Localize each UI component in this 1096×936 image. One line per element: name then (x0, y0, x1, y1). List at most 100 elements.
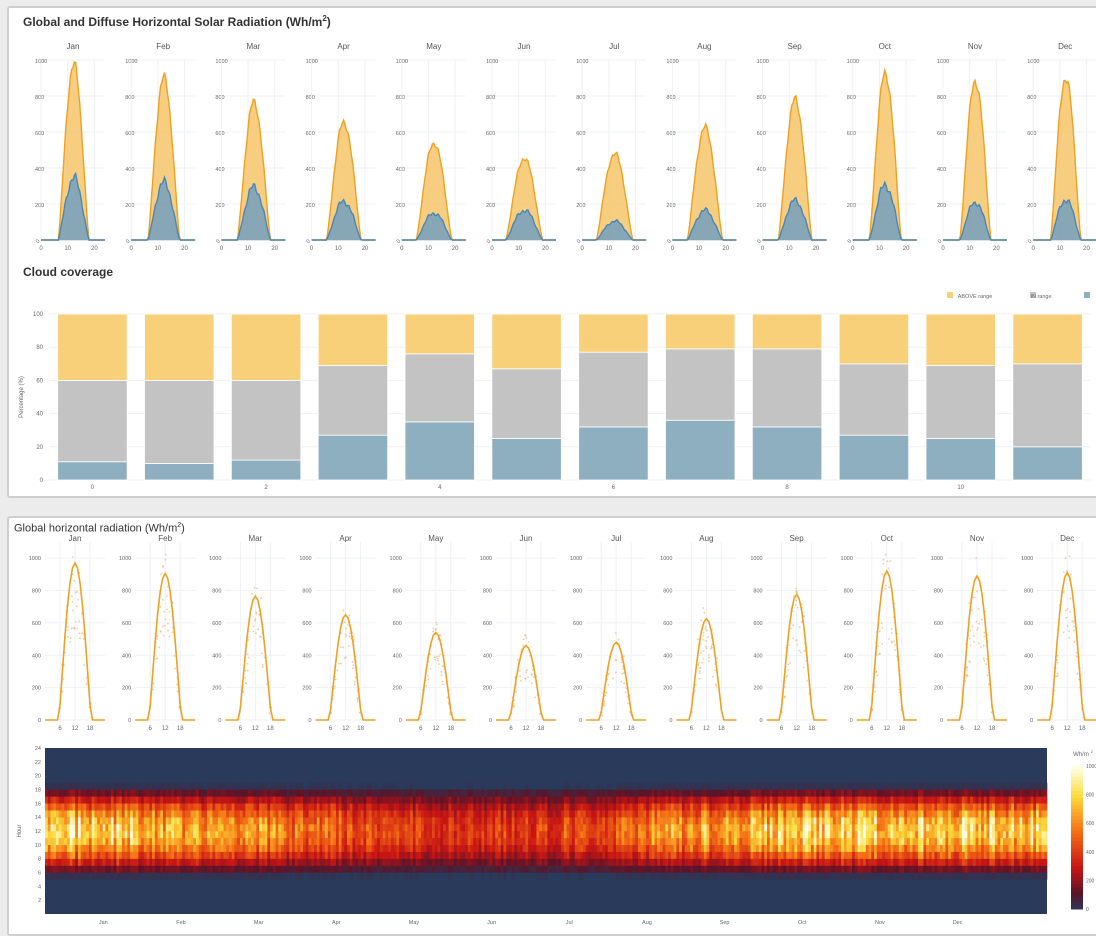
heat-cell (130, 790, 133, 797)
heat-cell (517, 803, 520, 810)
heat-cell (278, 803, 281, 810)
heat-cell (594, 831, 597, 838)
heat-cell (111, 838, 114, 845)
x-tick-label: 10 (606, 246, 613, 252)
heat-cell (130, 803, 133, 810)
heat-cell (374, 852, 377, 859)
heat-cell (158, 796, 161, 803)
heat-cell (136, 783, 139, 790)
heat-cell (347, 803, 350, 810)
month-label: Oct (881, 534, 894, 543)
heat-cell (53, 866, 56, 873)
heat-cell (361, 866, 364, 873)
data-dot (969, 638, 971, 640)
heat-cell (745, 803, 748, 810)
x-tick-label: 6 (600, 726, 604, 732)
data-dot (173, 655, 175, 657)
heat-cell (380, 845, 383, 852)
heat-cell (149, 831, 152, 838)
heat-cell (520, 817, 523, 824)
heat-cell (550, 790, 553, 797)
bar-above (58, 314, 127, 380)
heat-cell (594, 845, 597, 852)
heat-cell (731, 796, 734, 803)
heat-cell (621, 873, 624, 880)
data-dot (621, 673, 623, 675)
heat-cell (682, 810, 685, 817)
heat-cell (701, 810, 704, 817)
heat-cell (602, 824, 605, 831)
data-dot (245, 670, 247, 672)
heat-cell (196, 852, 199, 859)
data-dot (1077, 673, 1079, 675)
heat-cell (767, 790, 770, 797)
heat-cell (193, 810, 196, 817)
heat-cell (67, 817, 70, 824)
heat-cell (446, 859, 449, 866)
heat-cell (550, 845, 553, 852)
heat-cell (481, 783, 484, 790)
heat-cell (328, 796, 331, 803)
y-tick-label: 200 (757, 203, 766, 209)
heat-cell (772, 859, 775, 866)
heat-cell (284, 810, 287, 817)
heat-cell (679, 803, 682, 810)
heat-cell (471, 831, 474, 838)
heat-cell (726, 852, 729, 859)
heat-cell (542, 817, 545, 824)
heat-cell (539, 838, 542, 845)
heat-cell (613, 852, 616, 859)
heat-cell (75, 845, 78, 852)
heat-cell (616, 796, 619, 803)
heat-cell (410, 852, 413, 859)
heat-cell (731, 873, 734, 880)
heat-cell (180, 810, 183, 817)
data-dot (437, 658, 439, 660)
month-label: May (428, 534, 443, 543)
heat-cell (591, 845, 594, 852)
heat-cell (569, 796, 572, 803)
heat-cell (416, 803, 419, 810)
data-dot (513, 705, 515, 707)
heat-cell (454, 803, 457, 810)
heat-cell (136, 873, 139, 880)
heat-cell (674, 866, 677, 873)
heat-cell (201, 866, 204, 873)
heat-cell (575, 817, 578, 824)
heat-cell (578, 838, 581, 845)
heat-cell (127, 790, 130, 797)
heat-cell (59, 831, 62, 838)
heat-cell (531, 845, 534, 852)
heat-cell (627, 817, 630, 824)
heat-cell (495, 824, 498, 831)
heat-cell (583, 817, 586, 824)
heat-cell (619, 845, 622, 852)
heat-cell (237, 866, 240, 873)
data-dot (879, 631, 881, 633)
heat-cell (586, 803, 589, 810)
heat-cell (311, 873, 314, 880)
heat-cell (805, 866, 808, 873)
heat-cell (512, 838, 515, 845)
heat-cell (314, 810, 317, 817)
heat-cell (427, 866, 430, 873)
heat-cell (83, 783, 86, 790)
heat-cell (643, 831, 646, 838)
data-dot (715, 683, 717, 685)
heat-cell (704, 783, 707, 790)
heat-cell (339, 796, 342, 803)
heat-cell (762, 783, 765, 790)
heat-cell (786, 817, 789, 824)
heat-cell (405, 824, 408, 831)
heat-cell (567, 852, 570, 859)
heat-cell (660, 866, 663, 873)
heat-cell (254, 831, 257, 838)
heat-cell (399, 796, 402, 803)
data-dot (883, 559, 885, 561)
heat-cell (391, 866, 394, 873)
heat-cell (481, 803, 484, 810)
heat-cell (350, 831, 353, 838)
heat-cell (542, 845, 545, 852)
heat-cell (762, 845, 765, 852)
heat-cell (709, 790, 712, 797)
